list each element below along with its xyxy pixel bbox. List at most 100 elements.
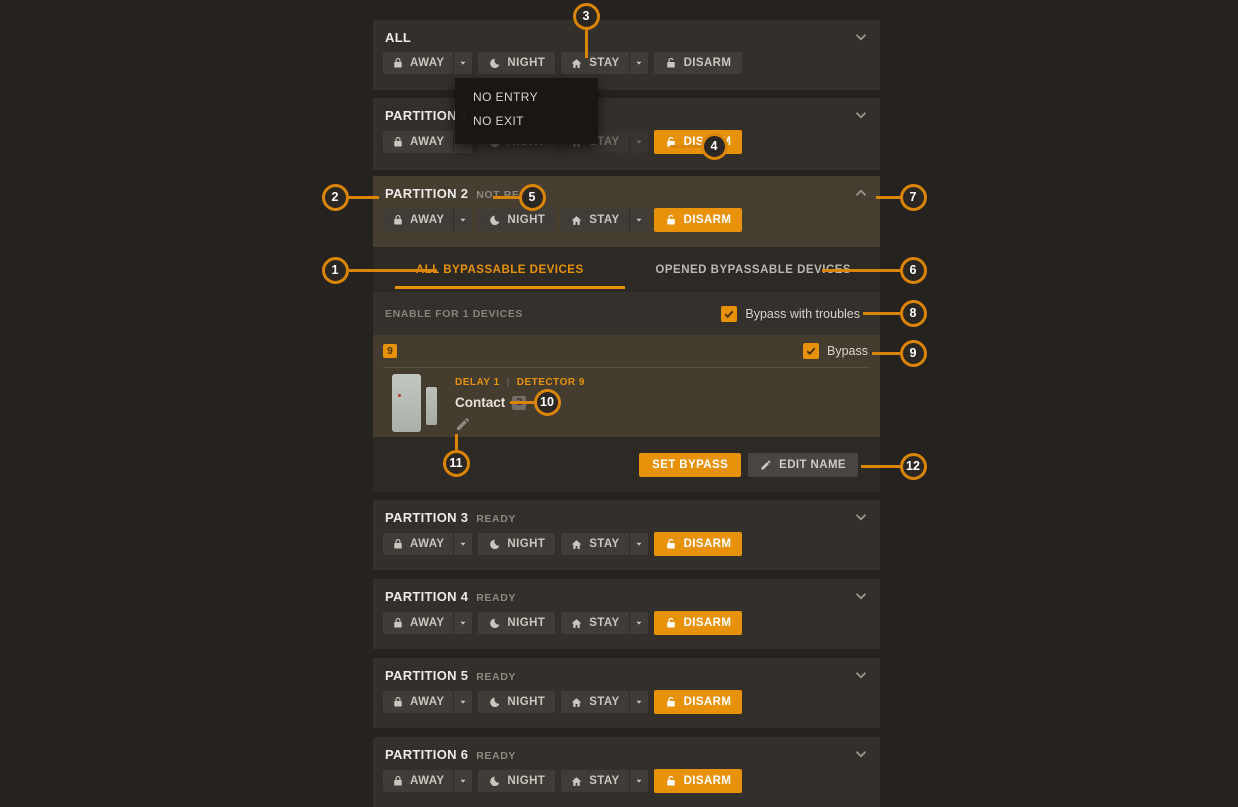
menu-item-no-entry[interactable]: NO ENTRY (473, 90, 538, 104)
stay-split-button[interactable]: STAY (561, 533, 648, 555)
lock-open-icon (665, 696, 677, 708)
arm-row-p2: AWAY NIGHT STAY DISARM (373, 201, 880, 232)
section-all: ALL AWAY NIGHT STAY DISARM (373, 20, 880, 90)
night-button[interactable]: NIGHT (478, 209, 556, 231)
menu-item-no-exit[interactable]: NO EXIT (473, 114, 524, 128)
checkbox-checked-icon[interactable] (721, 305, 738, 322)
stay-dropdown-caret[interactable] (628, 209, 648, 231)
night-label: NIGHT (507, 696, 546, 708)
chevron-down-icon[interactable] (852, 28, 870, 46)
device-card: 9 Bypass DELAY 1 | DETECTOR 9 Contact (373, 335, 880, 437)
disarm-button[interactable]: DISARM (653, 208, 743, 232)
stay-dropdown-caret[interactable] (628, 691, 648, 713)
divider (383, 367, 870, 368)
stay-dropdown-caret[interactable] (628, 533, 648, 555)
disarm-button[interactable]: DISARM (653, 130, 743, 154)
chevron-down-icon[interactable] (852, 587, 870, 605)
away-dropdown-caret[interactable] (453, 612, 472, 634)
lock-open-icon (665, 214, 677, 226)
chevron-down-icon[interactable] (852, 745, 870, 763)
disarm-button[interactable]: DISARM (653, 611, 743, 635)
night-button[interactable]: NIGHT (478, 612, 556, 634)
pencil-icon[interactable] (455, 416, 471, 432)
stay-split-button[interactable]: STAY (561, 612, 648, 634)
device-number-badge: 9 (383, 344, 397, 358)
moon-icon (488, 696, 501, 709)
night-button[interactable]: NIGHT (478, 52, 556, 74)
disarm-label: DISARM (683, 696, 732, 708)
away-label: AWAY (410, 57, 445, 69)
night-label: NIGHT (507, 617, 546, 629)
stay-split-button[interactable]: STAY (561, 52, 648, 74)
pencil-icon (760, 459, 772, 471)
away-split-button[interactable]: AWAY (383, 209, 473, 231)
stay-label: STAY (589, 696, 620, 708)
stay-dropdown-caret[interactable] (628, 131, 648, 153)
night-button[interactable]: NIGHT (478, 533, 556, 555)
disarm-button[interactable]: DISARM (653, 52, 743, 74)
disarm-label: DISARM (683, 617, 732, 629)
partition-3-status: READY (476, 513, 516, 525)
partition-5-status: READY (476, 671, 516, 683)
night-label: NIGHT (507, 57, 546, 69)
chevron-up-icon[interactable] (852, 184, 870, 202)
away-label: AWAY (410, 696, 445, 708)
bypass-tabs: ALL BYPASSABLE DEVICES OPENED BYPASSABLE… (373, 247, 880, 292)
disarm-button[interactable]: DISARM (653, 690, 743, 714)
bypass-with-troubles-checkbox-row[interactable]: Bypass with troubles (721, 305, 860, 322)
edit-name-button[interactable]: EDIT NAME (748, 452, 858, 477)
lock-open-icon (665, 136, 677, 148)
away-dropdown-caret[interactable] (453, 533, 472, 555)
stay-dropdown-caret[interactable] (628, 770, 648, 792)
chevron-down-icon[interactable] (852, 106, 870, 124)
tab-opened-bypassable-devices[interactable]: OPENED BYPASSABLE DEVICES (655, 263, 852, 276)
stay-label: STAY (589, 57, 620, 69)
arm-row-p5: AWAY NIGHT STAY DISARM (373, 683, 880, 714)
chevron-down-icon[interactable] (852, 508, 870, 526)
away-split-button[interactable]: AWAY (383, 612, 473, 634)
night-button[interactable]: NIGHT (478, 770, 556, 792)
arm-row-all: AWAY NIGHT STAY DISARM (373, 45, 880, 74)
section-partition-5: PARTITION 5 READY AWAY NIGHT STAY DISARM (373, 658, 880, 728)
night-label: NIGHT (507, 214, 546, 226)
bypass-checkbox-row[interactable]: Bypass (803, 343, 868, 359)
stay-options-menu: NO ENTRY NO EXIT (455, 78, 598, 144)
device-count-badge: 2 (512, 395, 527, 410)
away-split-button[interactable]: AWAY (383, 533, 473, 555)
away-dropdown-caret[interactable] (453, 691, 472, 713)
stay-dropdown-caret[interactable] (628, 612, 648, 634)
sensor-magnet (426, 387, 437, 425)
stay-split-button[interactable]: STAY (561, 691, 648, 713)
stay-split-button[interactable]: STAY (561, 770, 648, 792)
partition-4-status: READY (476, 592, 516, 604)
stay-label: STAY (589, 775, 620, 787)
lock-closed-icon (392, 136, 404, 148)
sensor-led (398, 394, 401, 397)
tab-all-bypassable-devices[interactable]: ALL BYPASSABLE DEVICES (415, 263, 584, 276)
chevron-down-icon[interactable] (852, 666, 870, 684)
disarm-button[interactable]: DISARM (653, 769, 743, 793)
away-split-button[interactable]: AWAY (383, 131, 473, 153)
away-dropdown-caret[interactable] (453, 770, 472, 792)
stay-label: STAY (589, 617, 620, 629)
disarm-label: DISARM (683, 57, 732, 69)
away-split-button[interactable]: AWAY (383, 691, 473, 713)
disarm-label: DISARM (683, 538, 732, 550)
moon-icon (488, 57, 501, 70)
disarm-button[interactable]: DISARM (653, 532, 743, 556)
away-split-button[interactable]: AWAY (383, 52, 473, 74)
away-dropdown-caret[interactable] (453, 52, 472, 74)
checkbox-checked-icon[interactable] (803, 343, 819, 359)
set-bypass-button[interactable]: SET BYPASS (639, 452, 742, 477)
away-dropdown-caret[interactable] (453, 209, 472, 231)
stay-split-button[interactable]: STAY (561, 209, 648, 231)
section-partition-1: PARTITION 1 READY AWAY NIGHT STAY DISARM (373, 98, 880, 170)
edit-name-label: EDIT NAME (779, 458, 846, 471)
away-split-button[interactable]: AWAY (383, 770, 473, 792)
night-button[interactable]: NIGHT (478, 691, 556, 713)
section-partition-3: PARTITION 3 READY AWAY NIGHT STAY DISARM (373, 500, 880, 570)
sensor-body (392, 374, 421, 432)
partition-2-status: NOT READY (476, 189, 544, 201)
stay-dropdown-caret[interactable] (628, 52, 648, 74)
lock-open-icon (665, 57, 677, 69)
